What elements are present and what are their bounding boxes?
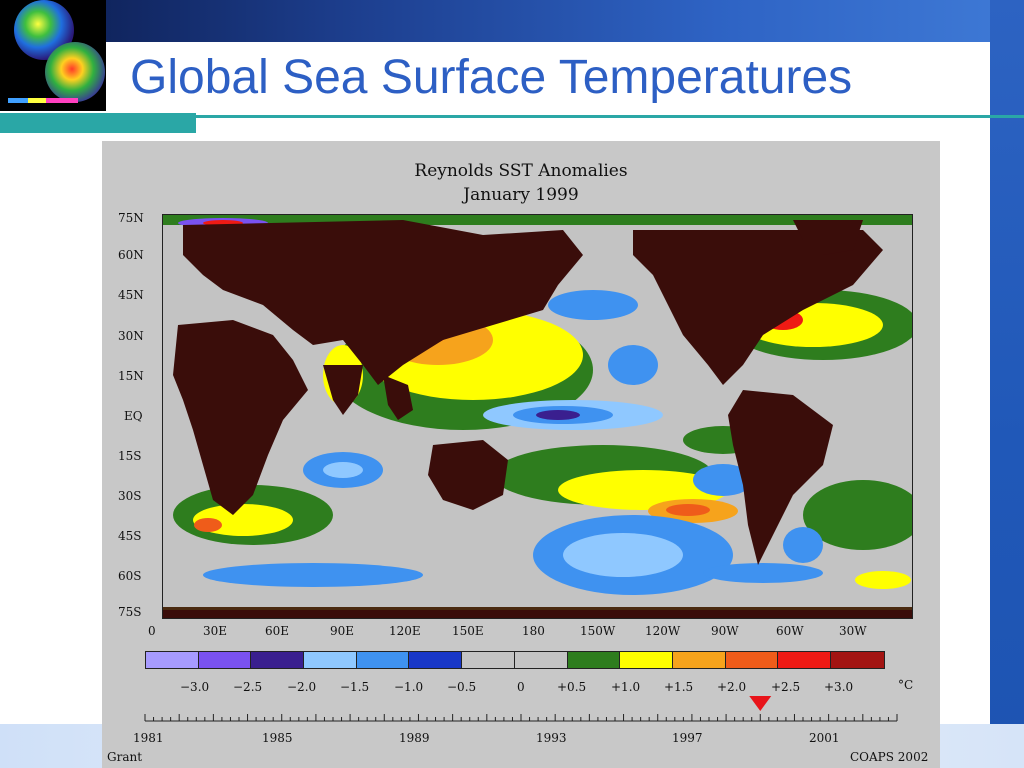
- lon-label: 120W: [645, 624, 681, 638]
- credit-right: COAPS 2002: [850, 750, 929, 764]
- right-accent-bar: [990, 0, 1024, 748]
- lat-label: 75N: [118, 211, 144, 225]
- lon-label: 120E: [389, 624, 421, 638]
- color-scale-cell: [146, 652, 199, 668]
- lon-label: 90W: [711, 624, 739, 638]
- scale-label: 0: [517, 680, 525, 694]
- scale-label: +2.5: [771, 680, 801, 694]
- lon-label: 150W: [580, 624, 616, 638]
- year-label: 1981: [133, 731, 164, 745]
- scale-label: −2.0: [287, 680, 317, 694]
- lon-label: 30E: [203, 624, 228, 638]
- color-scale-cell: [725, 652, 779, 668]
- sst-anomaly-map: [162, 214, 913, 619]
- color-scale-cell: [567, 652, 621, 668]
- year-label: 1993: [536, 731, 567, 745]
- lat-label: 45N: [118, 288, 144, 302]
- timeline-ticks: [144, 714, 898, 721]
- color-scale-cell: [356, 652, 410, 668]
- scale-label: −1.5: [340, 680, 370, 694]
- year-timeline: [144, 696, 898, 722]
- lat-label: EQ: [124, 409, 143, 423]
- color-scale-cell: [251, 652, 305, 668]
- credit-left: Grant: [107, 750, 143, 764]
- land-masses: [163, 220, 912, 618]
- lat-label: 15N: [118, 369, 144, 383]
- scale-unit: °C: [898, 678, 914, 692]
- scale-label: −2.5: [233, 680, 263, 694]
- color-scale-bar: [145, 651, 885, 669]
- color-scale-cell: [409, 652, 463, 668]
- color-scale-cell: [620, 652, 673, 668]
- color-scale-cell: [304, 652, 357, 668]
- year-label: 1985: [262, 731, 293, 745]
- figure-title: Reynolds SST Anomalies: [414, 161, 628, 181]
- color-scale-cell: [514, 652, 568, 668]
- lat-label: 30S: [118, 489, 142, 503]
- color-scale-cell: [672, 652, 726, 668]
- scale-label: −1.0: [394, 680, 424, 694]
- scale-label: −0.5: [447, 680, 477, 694]
- lon-label: 90E: [330, 624, 355, 638]
- figure-subtitle: January 1999: [463, 185, 579, 205]
- header-band: [0, 0, 1024, 42]
- lon-label: 0: [148, 624, 156, 638]
- scale-label: +1.5: [664, 680, 694, 694]
- lon-label: 180: [522, 624, 545, 638]
- lon-label: 60W: [776, 624, 804, 638]
- lat-label: 45S: [118, 529, 142, 543]
- scale-label: +3.0: [824, 680, 854, 694]
- globe-logo: [0, 0, 106, 111]
- scale-label: +2.0: [717, 680, 747, 694]
- lat-label: 60S: [118, 569, 142, 583]
- scale-label: −3.0: [180, 680, 210, 694]
- lon-label: 150E: [452, 624, 484, 638]
- year-marker-triangle: [749, 696, 772, 711]
- lon-label: 60E: [265, 624, 290, 638]
- lat-label: 75S: [118, 605, 142, 619]
- year-label: 1997: [672, 731, 703, 745]
- color-scale-cell: [198, 652, 252, 668]
- year-label: 1989: [399, 731, 430, 745]
- lat-label: 30N: [118, 329, 144, 343]
- lon-label: 30W: [839, 624, 867, 638]
- color-scale-cell: [778, 652, 831, 668]
- lat-label: 60N: [118, 248, 144, 262]
- teal-accent-block: [0, 113, 196, 133]
- scale-label: +1.0: [611, 680, 641, 694]
- lat-label: 15S: [118, 449, 142, 463]
- color-scale-cell: [462, 652, 515, 668]
- scale-label: +0.5: [557, 680, 587, 694]
- year-label: 2001: [809, 731, 840, 745]
- teal-divider-line: [196, 115, 1024, 118]
- slide-title: Global Sea Surface Temperatures: [130, 51, 853, 104]
- sst-figure: Reynolds SST Anomalies January 1999: [102, 141, 940, 768]
- color-scale-cell: [830, 652, 884, 668]
